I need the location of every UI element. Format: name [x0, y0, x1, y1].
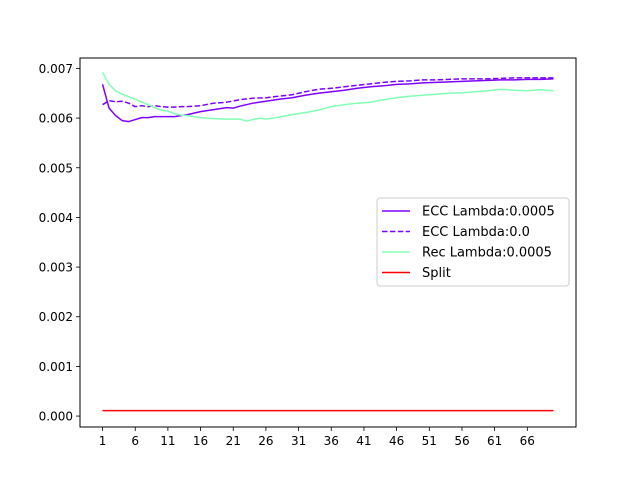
x-tick-label: 56 [454, 434, 469, 448]
legend-label-3: Rec Lambda:0.0005 [422, 246, 552, 261]
series-line-1 [101, 78, 554, 123]
x-tick-label: 61 [487, 434, 502, 448]
series-line-2 [102, 77, 554, 108]
legend-label-4: Split [422, 266, 451, 281]
y-tick-label: 0.005 [39, 161, 73, 175]
y-tick-label: 0.001 [39, 360, 73, 374]
x-tick-label: 31 [291, 434, 306, 448]
legend-label-2: ECC Lambda:0.0 [422, 225, 530, 240]
x-tick-label: 26 [258, 434, 273, 448]
series-line-3 [101, 72, 554, 122]
x-tick-label: 6 [131, 434, 139, 448]
y-axis: 0.000 0.001 0.002 0.003 0.004 0.005 0.006 0.007 [39, 62, 80, 424]
x-axis: 1 6 11 16 21 26 31 36 41 46 51 56 61 66 [99, 427, 535, 448]
y-tick-label: 0.004 [39, 211, 73, 225]
x-tick-label: 21 [226, 434, 241, 448]
x-tick-label: 36 [324, 434, 339, 448]
x-tick-label: 1 [99, 434, 107, 448]
y-tick-label: 0.003 [39, 261, 73, 275]
x-tick-label: 66 [520, 434, 535, 448]
axes-frame [79, 57, 577, 428]
x-tick-label: 41 [356, 434, 371, 448]
y-tick-label: 0.006 [39, 112, 73, 126]
plot-lines [101, 72, 554, 412]
y-tick-label: 0.000 [39, 410, 73, 424]
legend-label-1: ECC Lambda:0.0005 [422, 205, 555, 220]
x-tick-label: 11 [160, 434, 175, 448]
legend-box [376, 197, 570, 287]
legend: ECC Lambda:0.0005 ECC Lambda:0.0 Rec Lambd… [376, 197, 570, 287]
x-tick-label: 51 [422, 434, 437, 448]
x-tick-label: 46 [389, 434, 404, 448]
x-tick-label: 16 [193, 434, 208, 448]
y-tick-label: 0.002 [39, 310, 73, 324]
y-tick-label: 0.007 [39, 62, 73, 76]
